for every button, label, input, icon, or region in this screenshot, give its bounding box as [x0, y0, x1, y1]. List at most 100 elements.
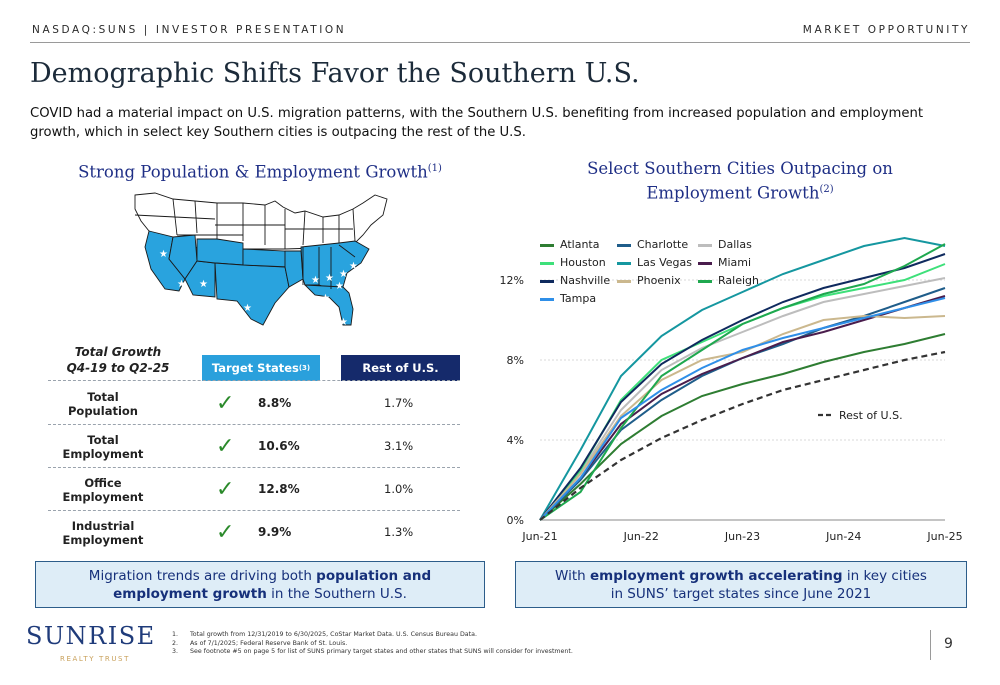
x-tick-label: Jun-22: [623, 530, 659, 543]
row-label-line2: Employment: [62, 533, 144, 547]
employment-growth-chart: 0% 4% 8% 12% Jun-21 Jun-22 Jun-23 Jun-24 Jun-25 R…: [500, 236, 963, 543]
rest-legend-label: Rest of U.S.: [839, 409, 903, 422]
row-label-line1: Total: [87, 433, 119, 447]
star-icon: ★: [339, 269, 348, 280]
legend-label: Miami: [718, 256, 752, 269]
right-heading-note: (2): [819, 184, 834, 195]
legend-swatch: [617, 261, 631, 265]
series-line-miami: [539, 295, 946, 521]
y-tick-label: 0%: [507, 514, 524, 527]
legend-item: Raleigh: [698, 274, 759, 287]
right-heading-line2: Employment Growth: [646, 183, 820, 203]
target-value: 10.6%: [258, 439, 300, 453]
footnote-text: As of 7/1/2025; Federal Reserve Bank of …: [190, 639, 348, 647]
legend-label: Nashville: [560, 274, 611, 287]
callout-left-t1: Migration trends are driving both: [88, 567, 317, 584]
callout-left-b1: population and: [316, 567, 432, 584]
legend-swatch: [617, 243, 631, 247]
legend-swatch: [698, 279, 712, 283]
legend-item: Charlotte: [617, 238, 688, 251]
table-divider: [48, 380, 460, 381]
header-divider: [30, 42, 970, 43]
target-value: 9.9%: [258, 525, 292, 539]
state-borders-south: [302, 244, 356, 289]
footnote: 3. See footnote #5 on page 5 for list of …: [172, 648, 573, 657]
rest-value: 1.3%: [384, 525, 414, 539]
legend-item: Miami: [698, 256, 751, 269]
page-number: 9: [944, 636, 953, 652]
header-left: NASDAQ:SUNS | INVESTOR PRESENTATION: [32, 24, 347, 36]
state-arizona: [184, 260, 216, 298]
footnote: 1. Total growth from 12/31/2019 to 6/30/2…: [172, 631, 573, 640]
right-section-heading: Select Southern Cities Outpacing on Empl…: [520, 158, 960, 204]
x-tick-label: Jun-23: [724, 530, 760, 543]
target-value: 12.8%: [258, 482, 300, 496]
map-stars: ★ ★ ★ ★ ★ ★ ★ ★ ★ ★ ★: [159, 249, 358, 328]
row-label-line2: Employment: [62, 447, 144, 461]
row-label: Industrial Employment: [48, 519, 158, 547]
rest-of-us-header: Rest of U.S.: [341, 355, 460, 381]
x-tick-label: Jun-21: [521, 530, 557, 543]
table-row: Total Employment ✓ 10.6% 3.1%: [48, 426, 460, 468]
legend-label: Charlotte: [637, 238, 689, 251]
rest-value: 1.0%: [384, 482, 414, 496]
legend-swatch: [698, 261, 712, 265]
row-label-line1: Office: [84, 476, 122, 490]
callout-right-t2: in key cities: [842, 567, 927, 584]
table-caption: Total Growth Q4-19 to Q2-25: [48, 344, 188, 376]
legend-item: Las Vegas: [617, 256, 692, 269]
left-section-heading: Strong Population & Employment Growth(1): [40, 158, 480, 183]
footnote-number: 3.: [172, 648, 179, 656]
rest-value: 1.7%: [384, 396, 414, 410]
check-icon: ✓: [216, 477, 235, 502]
table-row: Total Population ✓ 8.8% 1.7%: [48, 383, 460, 425]
star-icon: ★: [177, 279, 186, 290]
callout-left-t2: in the Southern U.S.: [266, 585, 407, 602]
legend-swatch: [540, 261, 554, 265]
row-label: Total Employment: [48, 433, 158, 461]
legend-swatch: [540, 243, 554, 247]
legend-swatch: [540, 279, 554, 283]
legend-label: Atlanta: [560, 238, 600, 251]
series-line-tampa: [539, 297, 946, 521]
state-texas-new-mexico: [214, 262, 290, 326]
legend-label: Las Vegas: [637, 256, 692, 269]
y-tick-label: 4%: [507, 434, 524, 447]
series-line-phoenix: [539, 314, 946, 521]
row-label: Office Employment: [48, 476, 158, 504]
legend-label: Dallas: [718, 238, 752, 251]
right-heading-line2-wrap: Employment Growth(2): [520, 179, 960, 204]
callout-right-b1: employment growth accelerating: [589, 567, 843, 584]
table-divider: [48, 467, 460, 468]
legend-label: Raleigh: [718, 274, 759, 287]
star-icon: ★: [311, 275, 320, 286]
footnotes: 1. Total growth from 12/31/2019 to 6/30/2…: [172, 631, 573, 657]
legend-item: Nashville: [540, 274, 610, 287]
legend-item: Phoenix: [617, 274, 681, 287]
callout-left-b2: employment growth: [113, 585, 267, 602]
row-label-line2: Population: [68, 404, 138, 418]
company-logo: SUNRISE: [26, 622, 156, 650]
state-borders-north: [134, 198, 356, 249]
row-label: Total Population: [48, 390, 158, 418]
row-label-line1: Industrial: [71, 519, 135, 533]
lead-paragraph: COVID had a material impact on U.S. migr…: [30, 106, 924, 140]
state-florida: [303, 284, 354, 326]
footer-divider: [930, 630, 931, 660]
star-icon: ★: [349, 261, 358, 272]
row-label-line2: Employment: [62, 490, 144, 504]
series-line-raleigh: [539, 243, 946, 521]
legend-label: Houston: [560, 256, 606, 269]
legend-swatch: [617, 279, 631, 283]
table-row: Office Employment ✓ 12.8% 1.0%: [48, 469, 460, 511]
target-states-label: Target States: [211, 361, 299, 375]
table-row: Industrial Employment ✓ 9.9% 1.3%: [48, 512, 460, 554]
star-icon: ★: [243, 303, 252, 314]
footnote-text: See footnote #5 on page 5 for list of SU…: [190, 648, 573, 656]
callout-right: With employment growth accelerating in k…: [515, 561, 967, 608]
x-tick-label: Jun-25: [926, 530, 962, 543]
star-icon: ★: [321, 293, 330, 304]
footnote-number: 1.: [172, 631, 179, 638]
callout-right-t3: in SUNS’ target states since June 2021: [610, 585, 872, 602]
check-icon: ✓: [216, 391, 235, 416]
